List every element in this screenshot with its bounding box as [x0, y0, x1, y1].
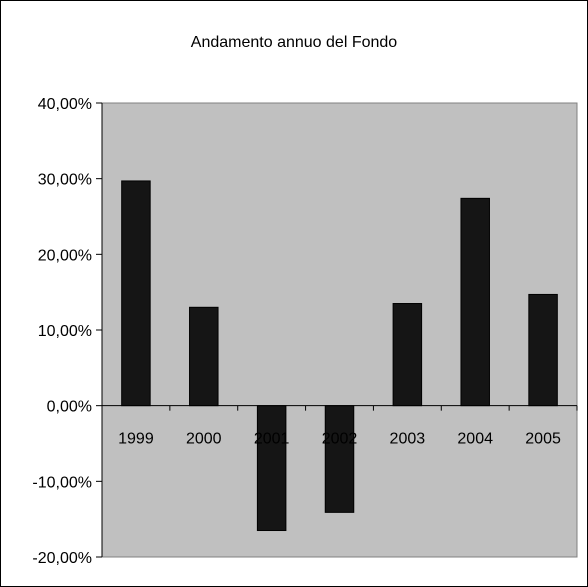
- y-tick-label: 0,00%: [47, 399, 92, 416]
- x-tick-label: 2005: [525, 431, 561, 448]
- bar-2003: [392, 303, 423, 407]
- x-tick-label: 2004: [457, 431, 493, 448]
- x-tick-label: 2003: [390, 431, 426, 448]
- x-tick-label: 1999: [118, 431, 154, 448]
- bar-1999: [121, 180, 151, 407]
- y-tick-label: 10,00%: [38, 323, 92, 340]
- bar-2005: [528, 293, 558, 407]
- y-tick-label: -10,00%: [32, 474, 92, 491]
- chart-title: Andamento annuo del Fondo: [191, 34, 397, 51]
- x-axis: 1999 2000 2001 2002 2003 2004 2005: [101, 405, 578, 448]
- bar-2002: [324, 405, 355, 513]
- y-axis: 40,00% 30,00% 20,00% 10,00% 0,00% -10,00% -20,…: [32, 96, 103, 567]
- bars-layer: [121, 180, 558, 532]
- y-tick-label: 20,00%: [38, 247, 92, 264]
- bar-2000: [189, 306, 219, 407]
- x-tick-label: 2000: [186, 431, 222, 448]
- x-tick-label: 2002: [322, 431, 358, 448]
- y-tick-label: 40,00%: [38, 96, 92, 113]
- bar-2004: [460, 197, 490, 407]
- x-tick-label: 2001: [254, 431, 290, 448]
- y-tick-label: 30,00%: [38, 172, 92, 189]
- y-tick-label: -20,00%: [32, 550, 92, 567]
- bar-2001: [256, 405, 287, 532]
